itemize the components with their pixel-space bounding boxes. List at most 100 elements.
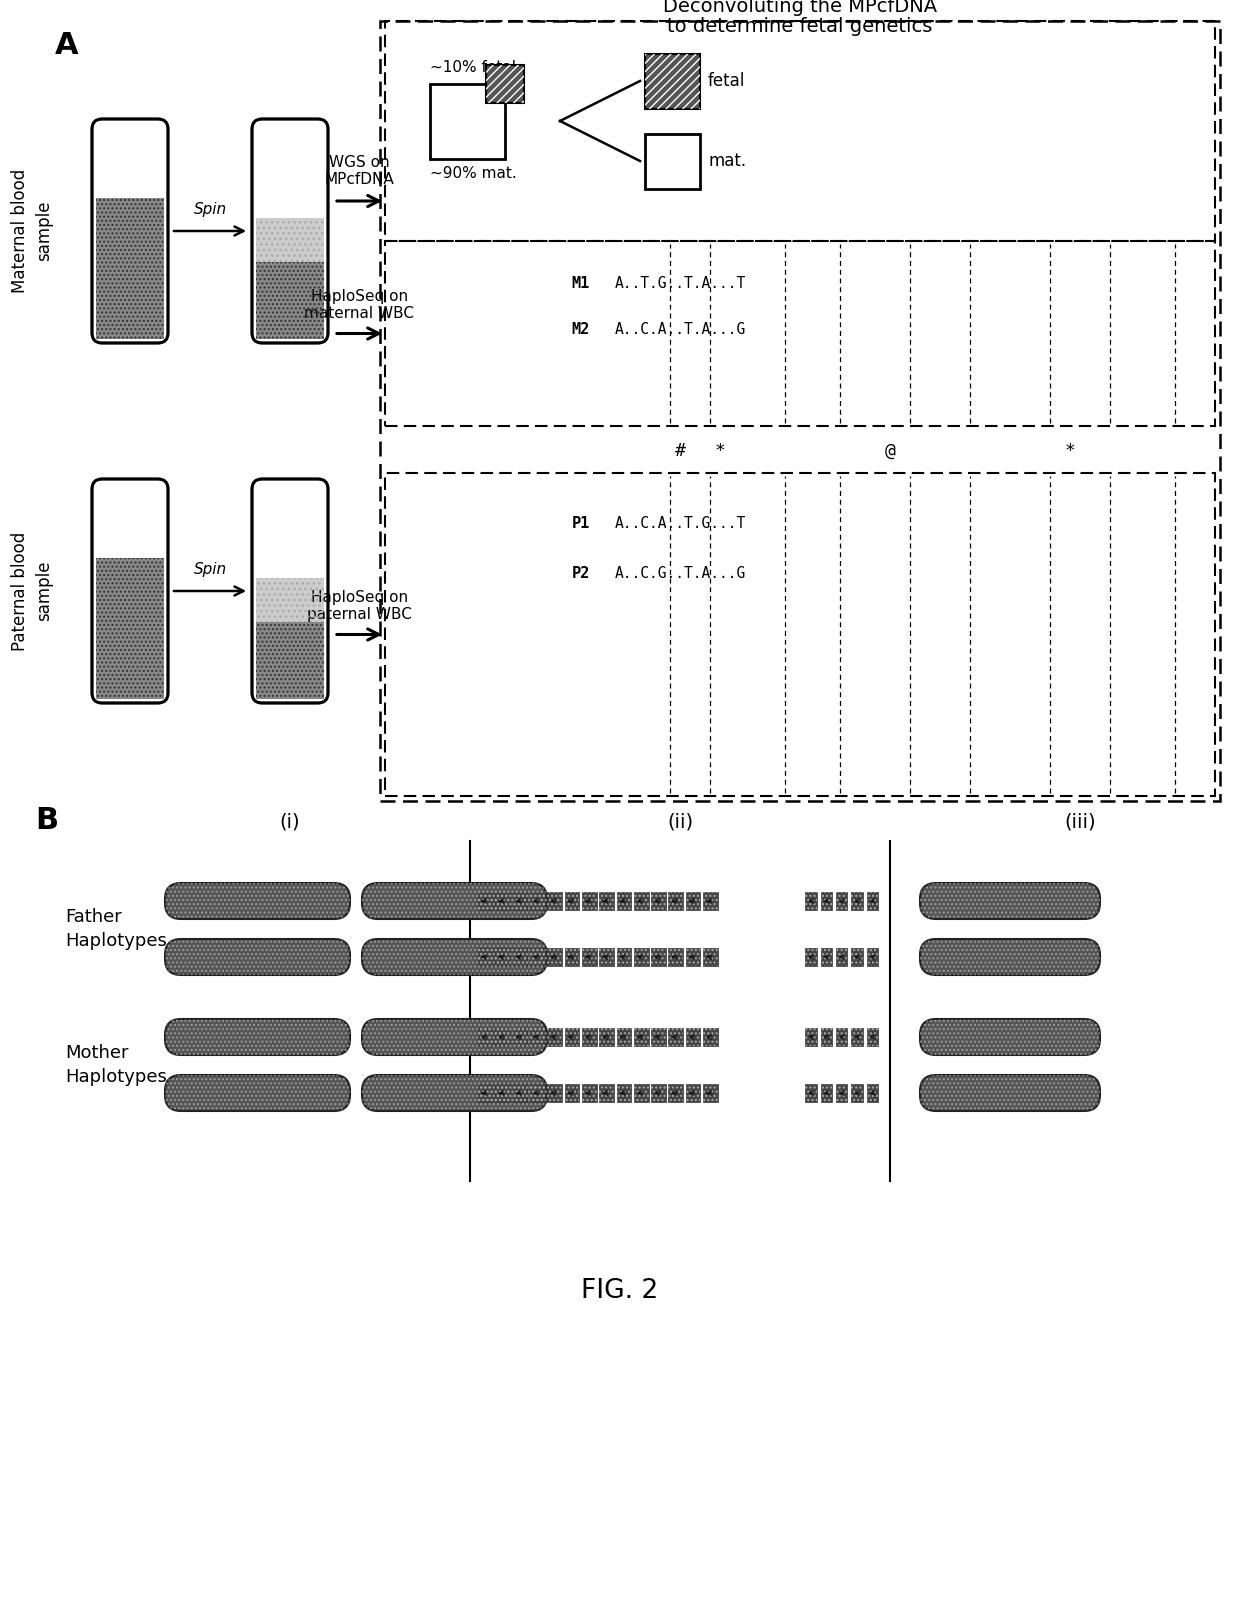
Bar	[867, 892, 878, 909]
Bar	[599, 1084, 614, 1102]
FancyBboxPatch shape	[920, 939, 1100, 974]
Bar	[255, 579, 324, 622]
Text: A: A	[55, 31, 78, 60]
Bar	[703, 1084, 718, 1102]
Bar	[495, 892, 510, 909]
FancyBboxPatch shape	[92, 118, 167, 344]
Text: HaploSeq on
maternal WBC: HaploSeq on maternal WBC	[305, 289, 414, 321]
Bar	[495, 892, 510, 909]
Bar	[836, 892, 847, 909]
Bar	[486, 65, 525, 102]
Bar	[255, 579, 324, 622]
Bar	[805, 1084, 817, 1102]
Bar	[836, 948, 847, 966]
Bar	[616, 948, 631, 966]
Bar	[686, 1084, 701, 1102]
Bar	[651, 892, 666, 909]
Bar	[529, 892, 544, 909]
Bar	[852, 948, 863, 966]
Bar	[564, 892, 579, 909]
Bar	[599, 1028, 614, 1046]
Bar	[512, 892, 527, 909]
Bar	[703, 1084, 718, 1102]
Bar	[616, 1028, 631, 1046]
Bar	[495, 1084, 510, 1102]
Bar	[645, 53, 701, 109]
Bar	[852, 1084, 863, 1102]
Bar	[477, 1028, 492, 1046]
FancyBboxPatch shape	[362, 1075, 547, 1110]
Bar	[703, 892, 718, 909]
Bar	[668, 892, 683, 909]
FancyBboxPatch shape	[920, 1020, 1100, 1055]
Bar	[564, 1084, 579, 1102]
Bar	[867, 1084, 878, 1102]
Bar	[599, 1028, 614, 1046]
Bar	[599, 948, 614, 966]
Bar	[805, 1028, 817, 1046]
Bar	[867, 1028, 878, 1046]
Text: fetal: fetal	[708, 71, 745, 91]
Text: Father
Haplotypes: Father Haplotypes	[64, 908, 167, 950]
Bar	[547, 892, 562, 909]
Bar	[645, 53, 701, 109]
Bar	[477, 892, 492, 909]
Text: to determine fetal genetics: to determine fetal genetics	[667, 16, 932, 36]
Bar	[616, 892, 631, 909]
Bar	[836, 1084, 847, 1102]
Bar	[529, 892, 544, 909]
Text: ~10% fetal: ~10% fetal	[430, 60, 516, 76]
Bar	[836, 1084, 847, 1102]
Bar	[668, 1084, 683, 1102]
Text: A..C.A..T.G...T: A..C.A..T.G...T	[615, 515, 746, 530]
FancyBboxPatch shape	[252, 118, 329, 344]
FancyBboxPatch shape	[92, 478, 167, 704]
Text: Paternal blood
sample: Paternal blood sample	[11, 532, 53, 650]
Bar	[547, 1084, 562, 1102]
Bar	[529, 1084, 544, 1102]
Text: HaploSeq on
paternal WBC: HaploSeq on paternal WBC	[308, 590, 412, 622]
Text: A..T.G..T.A...T: A..T.G..T.A...T	[615, 276, 746, 290]
Text: M1: M1	[572, 276, 590, 290]
Bar	[564, 948, 579, 966]
Bar	[477, 1028, 492, 1046]
Bar	[634, 892, 649, 909]
Bar	[430, 84, 505, 159]
Bar	[616, 1084, 631, 1102]
Text: WGS on
MPcfDNA: WGS on MPcfDNA	[325, 154, 394, 186]
FancyBboxPatch shape	[920, 883, 1100, 919]
FancyBboxPatch shape	[362, 939, 547, 974]
Bar	[255, 622, 324, 699]
FancyBboxPatch shape	[920, 1075, 1100, 1110]
Bar	[668, 948, 683, 966]
Bar	[867, 1084, 878, 1102]
Bar	[634, 948, 649, 966]
Bar	[686, 1028, 701, 1046]
Bar	[703, 1028, 718, 1046]
Bar	[582, 948, 596, 966]
Bar	[547, 948, 562, 966]
Bar	[805, 948, 817, 966]
Bar	[477, 1084, 492, 1102]
Bar	[852, 1028, 863, 1046]
Bar	[486, 65, 525, 102]
Bar	[512, 1028, 527, 1046]
Bar	[686, 892, 701, 909]
Bar	[805, 948, 817, 966]
Bar	[686, 1028, 701, 1046]
Bar	[616, 892, 631, 909]
Bar	[852, 1084, 863, 1102]
Bar	[529, 1084, 544, 1102]
Bar	[255, 263, 324, 339]
Bar	[564, 1028, 579, 1046]
Bar	[547, 948, 562, 966]
Bar	[821, 1028, 832, 1046]
Text: Maternal blood
sample: Maternal blood sample	[11, 169, 53, 293]
Bar	[634, 1028, 649, 1046]
Bar	[651, 1028, 666, 1046]
Bar	[599, 892, 614, 909]
Text: A..C.A..T.A...G: A..C.A..T.A...G	[615, 321, 746, 337]
Bar	[668, 1028, 683, 1046]
Bar	[529, 948, 544, 966]
Bar	[821, 948, 832, 966]
